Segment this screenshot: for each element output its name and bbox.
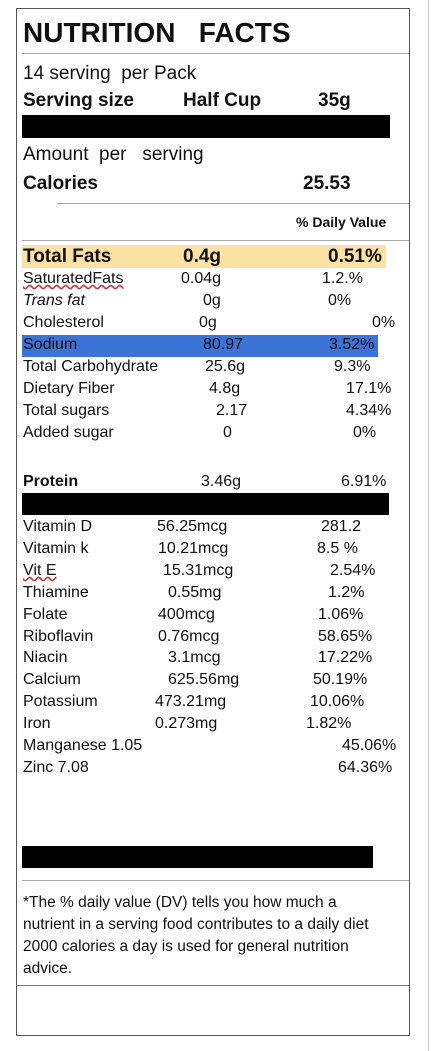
serving-size: Half Cup [183, 90, 262, 111]
serving-weight: 35g [318, 90, 351, 111]
redaction [22, 115, 390, 138]
divider [22, 240, 409, 241]
divider [57, 203, 409, 204]
nutrient-dv: 0.51% [328, 246, 382, 267]
nutrient-amount: 4.8g [209, 380, 241, 397]
vitamin-dv: 1.06% [318, 605, 364, 623]
vitamin-amount: 0.273mg [155, 715, 218, 733]
scroll-edge [428, 0, 429, 1051]
vitamin-dv: 1.2% [328, 583, 365, 601]
nutrient-label: Sodium [23, 336, 78, 353]
divider [22, 880, 409, 881]
vitamin-label: Riboflavin [23, 627, 94, 645]
footnote: *The % daily value (DV) tells you how mu… [23, 894, 369, 977]
vitamin-label: Zinc 7.08 [23, 758, 89, 776]
vitamin-label: Potassium [23, 693, 98, 711]
nutrient-dv: 9.3% [334, 358, 371, 375]
nutrient-dv: 4.34% [346, 402, 392, 419]
nutrient-amount: 3.46g [201, 473, 242, 490]
nutrient-dv: 17.1% [346, 380, 392, 397]
vitamin-dv: 281.2 [321, 518, 362, 535]
vitamin-dv: 45.06% [342, 737, 397, 754]
nutrient-dv: 0% [328, 292, 352, 309]
nutrient-label: Trans fat [23, 292, 85, 309]
nutrient-amount: 80.97 [203, 336, 244, 353]
nutrient-dv: 6.91% [341, 473, 387, 490]
vitamin-label: Folate [23, 605, 68, 623]
divider [22, 53, 409, 54]
nutrient-label: Total Carbohydrate [23, 358, 159, 375]
vitamin-amount: 3.1mcg [168, 649, 221, 667]
nutrient-amount: 0 [223, 424, 232, 441]
vitamin-amount: 473.21mg [155, 693, 227, 711]
servings: 14 serving per Pack [23, 63, 197, 84]
vitamin-amount: 15.31mcg [163, 561, 234, 579]
vitamin-dv: 1.82% [306, 715, 352, 733]
label-box [16, 8, 410, 1036]
vitamin-amount: 625.56mg [168, 671, 240, 689]
vitamin-dv: 50.19% [313, 671, 368, 689]
vitamin-label: Thiamine [23, 583, 89, 601]
nutrient-dv: 0% [372, 314, 396, 331]
nutrient-amount: 0.04g [181, 270, 222, 287]
vitamin-dv: 58.65% [318, 627, 373, 645]
divider [17, 985, 409, 986]
vitamin-label: Niacin [23, 649, 68, 667]
vitamin-label: Manganese 1.05 [23, 737, 143, 754]
nutrient-amount: 0g [203, 292, 221, 309]
nutrient-label: Protein [23, 473, 79, 490]
calories: 25.53 [303, 173, 351, 194]
nutrient-label: SaturatedFats [23, 270, 124, 287]
nutrient-label: Cholesterol [23, 314, 104, 331]
highlight [22, 335, 378, 357]
vitamin-dv: 10.06% [310, 693, 365, 711]
nutrient-amount: 2.17 [216, 402, 248, 419]
vitamin-amount: 10.21mcg [158, 539, 229, 557]
vitamin-label: Iron [23, 715, 51, 733]
nutrient-amount: 0g [199, 314, 217, 331]
dv-heading: % Daily Value [296, 214, 387, 230]
title: NUTRITION FACTS [23, 17, 291, 48]
redaction [22, 846, 373, 868]
vitamin-label: Vitamin D [23, 518, 93, 535]
calories-label: Calories [23, 173, 98, 194]
nutrient-amount: 25.6g [205, 358, 246, 375]
vitamin-amount: 400mcg [158, 605, 215, 623]
vitamin-label: Vitamin k [23, 539, 89, 557]
vitamin-dv: 8.5 % [317, 539, 358, 557]
nutrient-dv: 3.52% [329, 336, 375, 353]
vitamin-label: Vit E [23, 561, 57, 579]
vitamin-amount: 0.55mg [168, 583, 222, 601]
vitamin-dv: 64.36% [338, 758, 393, 776]
redaction [22, 493, 389, 515]
nutrient-label: Total sugars [23, 402, 110, 419]
nutrient-dv: 1.2.% [322, 270, 363, 287]
vitamin-dv: 17.22% [318, 649, 373, 667]
vitamin-amount: 56.25mcg [157, 518, 228, 535]
highlight [22, 245, 386, 268]
nutrient-label: Total Fats [23, 246, 112, 267]
nutrient-dv: 0% [353, 424, 377, 441]
serving-size-label: Serving size [23, 90, 134, 111]
nutrient-label: Dietary Fiber [23, 380, 115, 397]
vitamin-dv: 2.54% [330, 561, 376, 579]
vitamin-label: Calcium [23, 671, 81, 689]
amount-per: Amount per serving [23, 144, 204, 165]
vitamin-amount: 0.76mcg [158, 627, 220, 645]
nutrient-label: Added sugar [23, 424, 114, 441]
nutrient-amount: 0.4g [183, 246, 222, 267]
